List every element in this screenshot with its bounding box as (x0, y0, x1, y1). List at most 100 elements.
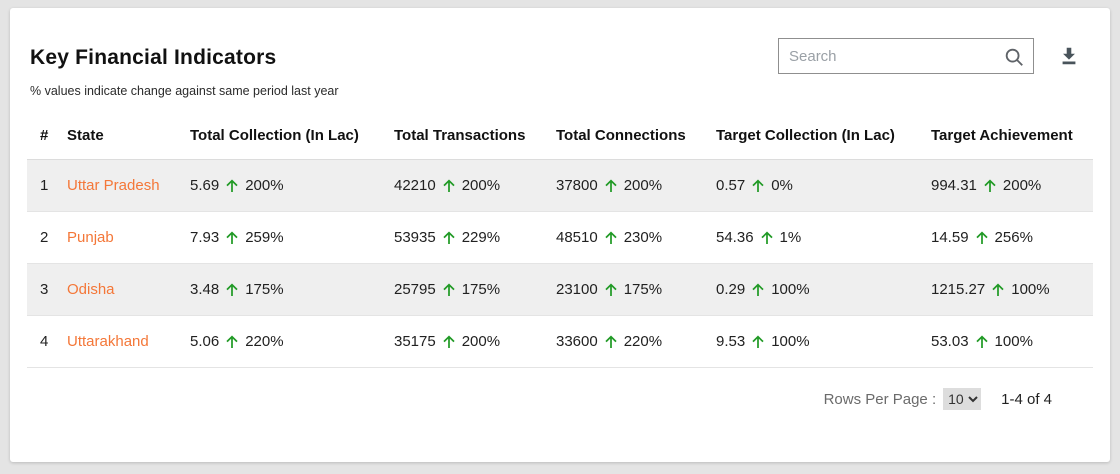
metric-value: 994.31 (931, 177, 977, 194)
table-row: 3 Odisha 3.48 175% 25795 175% 23100 175% 0.… (27, 263, 1093, 316)
up-arrow-icon (224, 178, 240, 194)
table-header-row: # State Total Collection (In Lac) Total … (27, 112, 1093, 160)
subtitle: % values indicate change against same pe… (30, 84, 339, 98)
up-arrow-icon (441, 334, 457, 350)
page-title: Key Financial Indicators (30, 46, 277, 69)
metric-value: 14.59 (931, 229, 969, 246)
metric-value: 48510 (556, 229, 598, 246)
column-header-total-connections: Total Connections (556, 112, 716, 160)
column-header-target-achievement: Target Achievement (931, 112, 1093, 160)
metric-value: 54.36 (716, 229, 754, 246)
row-index: 2 (27, 211, 67, 264)
header-actions (778, 38, 1082, 74)
metric-cell: 54.36 1% (716, 211, 931, 264)
metric-cell: 0.57 0% (716, 159, 931, 212)
metric-value: 9.53 (716, 333, 746, 350)
row-index: 4 (27, 315, 67, 368)
metric-change: 175% (623, 281, 663, 298)
financial-indicators-table: # State Total Collection (In Lac) Total … (27, 112, 1093, 368)
up-arrow-icon (990, 282, 1006, 298)
metric-change: 100% (994, 333, 1033, 350)
metric-cell: 9.53 100% (716, 315, 931, 368)
state-link[interactable]: Odisha (67, 281, 115, 298)
up-arrow-icon (603, 230, 619, 246)
search-box (778, 38, 1034, 74)
metric-change: 220% (245, 333, 284, 350)
metric-change: 220% (623, 333, 663, 350)
column-header-target-collection: Target Collection (In Lac) (716, 112, 931, 160)
metric-change: 229% (461, 229, 501, 246)
column-header-total-collection: Total Collection (In Lac) (190, 112, 394, 160)
up-arrow-icon (603, 178, 619, 194)
metric-value: 7.93 (190, 229, 220, 246)
metric-cell: 48510 230% (556, 211, 716, 264)
metric-value: 37800 (556, 177, 598, 194)
state-link[interactable]: Uttar Pradesh (67, 177, 160, 194)
metric-change: 100% (1011, 281, 1050, 298)
metric-change: 175% (245, 281, 284, 298)
metric-cell: 3.48 175% (190, 263, 394, 316)
column-header-total-transactions: Total Transactions (394, 112, 556, 160)
up-arrow-icon (603, 334, 619, 350)
metric-value: 3.48 (190, 281, 220, 298)
state-link[interactable]: Uttarakhand (67, 333, 149, 350)
download-icon (1058, 47, 1080, 70)
search-input[interactable] (779, 39, 1033, 73)
up-arrow-icon (982, 178, 998, 194)
metric-value: 53935 (394, 229, 436, 246)
metric-value: 42210 (394, 177, 436, 194)
metric-cell: 0.29 100% (716, 263, 931, 316)
metric-cell: 5.06 220% (190, 315, 394, 368)
metric-value: 53.03 (931, 333, 969, 350)
metric-value: 1215.27 (931, 281, 986, 298)
pagination-range: 1-4 of 4 (1001, 390, 1052, 408)
metric-change: 0% (771, 177, 793, 194)
table-row: 2 Punjab 7.93 259% 53935 229% 48510 230% 54… (27, 211, 1093, 264)
table-row: 4 Uttarakhand 5.06 220% 35175 200% 33600 22… (27, 315, 1093, 368)
metric-value: 33600 (556, 333, 598, 350)
metric-change: 100% (771, 333, 810, 350)
table-row: 1 Uttar Pradesh 5.69 200% 42210 200% 37800… (27, 159, 1093, 212)
metric-cell: 5.69 200% (190, 159, 394, 212)
metric-change: 175% (461, 281, 501, 298)
metric-cell: 42210 200% (394, 159, 556, 212)
metric-change: 200% (1002, 177, 1042, 194)
up-arrow-icon (441, 178, 457, 194)
metric-cell: 33600 220% (556, 315, 716, 368)
metric-value: 5.06 (190, 333, 220, 350)
metric-change: 200% (245, 177, 284, 194)
up-arrow-icon (224, 282, 240, 298)
up-arrow-icon (750, 334, 766, 350)
metric-change: 200% (461, 177, 501, 194)
row-index: 3 (27, 263, 67, 316)
metric-change: 230% (623, 229, 663, 246)
metric-value: 0.57 (716, 177, 746, 194)
rows-per-page-label: Rows Per Page : (823, 390, 937, 408)
up-arrow-icon (750, 178, 766, 194)
column-header-index: # (27, 112, 67, 160)
up-arrow-icon (974, 334, 990, 350)
metric-value: 35175 (394, 333, 436, 350)
metric-cell: 37800 200% (556, 159, 716, 212)
metric-cell: 23100 175% (556, 263, 716, 316)
metric-value: 25795 (394, 281, 436, 298)
rows-per-page-select[interactable]: 10 (943, 388, 982, 410)
metric-cell: 1215.27 100% (931, 263, 1093, 316)
download-button[interactable] (1056, 41, 1082, 74)
metric-value: 0.29 (716, 281, 746, 298)
up-arrow-icon (750, 282, 766, 298)
key-financial-indicators-card: Key Financial Indicators % values indica… (10, 8, 1110, 462)
up-arrow-icon (224, 230, 240, 246)
up-arrow-icon (224, 334, 240, 350)
metric-cell: 994.31 200% (931, 159, 1093, 212)
metric-cell: 25795 175% (394, 263, 556, 316)
metric-value: 23100 (556, 281, 598, 298)
state-link[interactable]: Punjab (67, 229, 114, 246)
up-arrow-icon (759, 230, 775, 246)
metric-cell: 53.03 100% (931, 315, 1093, 368)
metric-cell: 14.59 256% (931, 211, 1093, 264)
up-arrow-icon (441, 282, 457, 298)
card-header: Key Financial Indicators % values indica… (10, 8, 1110, 98)
up-arrow-icon (974, 230, 990, 246)
row-index: 1 (27, 159, 67, 212)
